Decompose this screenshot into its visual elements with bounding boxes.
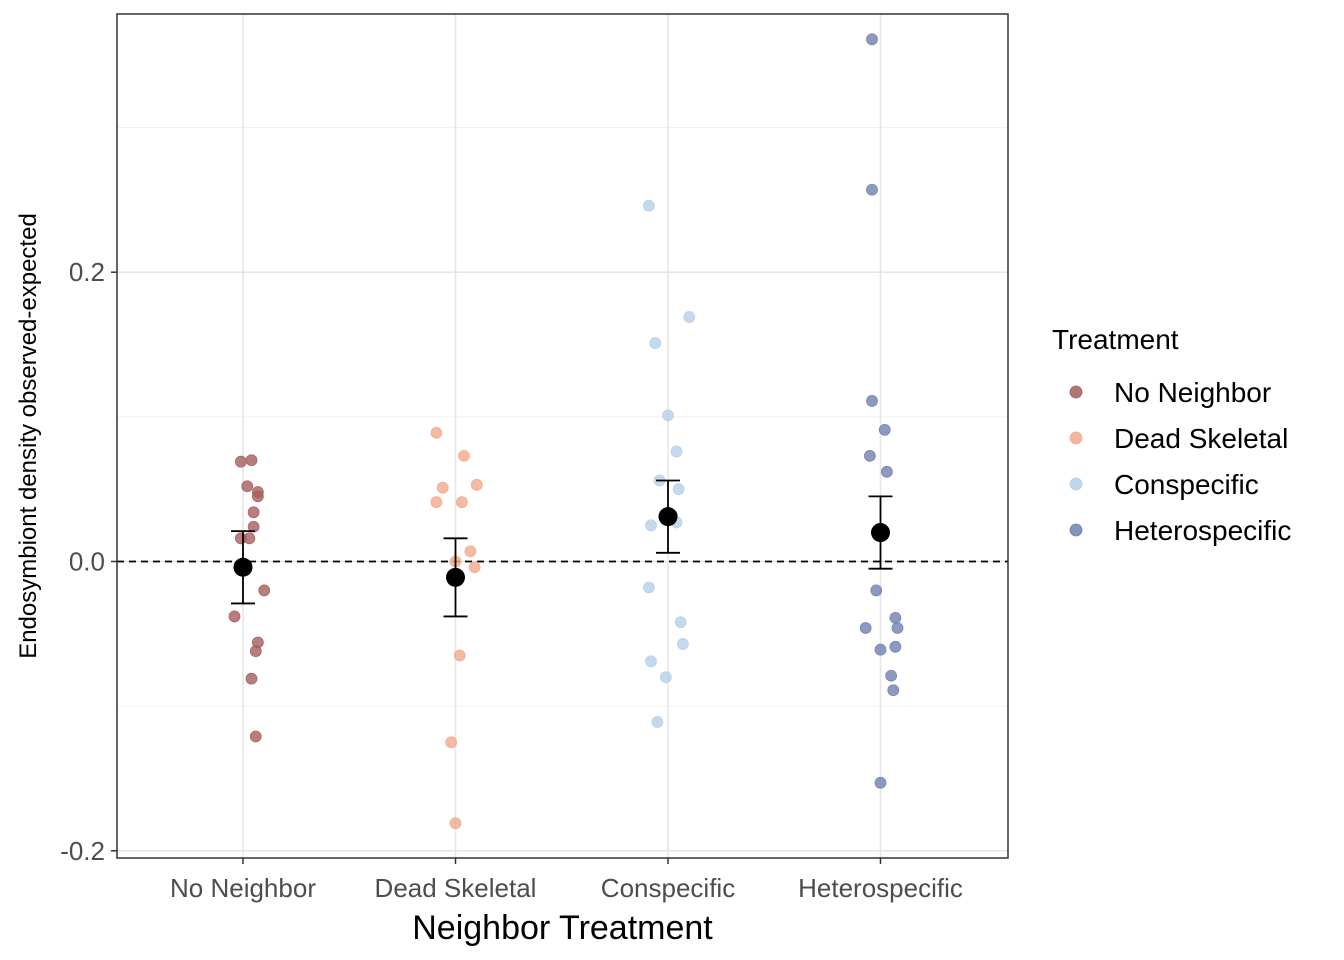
data-point: [228, 610, 241, 623]
data-point: [458, 449, 470, 462]
data-point: [642, 581, 655, 594]
y-tick-label: 0.0: [69, 546, 105, 576]
data-point: [662, 409, 674, 422]
data-point: [891, 622, 904, 634]
data-point: [243, 532, 256, 545]
y-tick-label: -0.2: [60, 836, 105, 866]
data-point: [258, 584, 271, 597]
data-point: [642, 199, 655, 212]
data-point: [672, 483, 685, 496]
data-point: [430, 426, 443, 439]
legend-key: [1069, 523, 1083, 537]
data-point: [449, 817, 462, 830]
data-point: [245, 672, 258, 685]
data-point: [674, 616, 687, 629]
x-tick-label: Heterospecific: [798, 873, 963, 903]
mean-point: [233, 557, 253, 577]
data-point: [874, 643, 887, 656]
data-point: [659, 671, 672, 684]
data-point: [870, 584, 883, 597]
data-point: [676, 638, 689, 650]
y-axis: -0.2 0.0 0.2: [60, 257, 117, 866]
panel-border: [116, 13, 1009, 859]
data-point: [651, 716, 664, 728]
data-point: [464, 545, 477, 558]
data-point: [889, 640, 902, 653]
data-point: [859, 622, 872, 634]
data-point: [889, 611, 902, 624]
data-point: [455, 496, 468, 509]
data-point: [880, 465, 893, 478]
legend-key: [1069, 477, 1083, 491]
data-point: [887, 684, 900, 697]
y-axis-title: Endosymbiont density observed-expected: [15, 213, 42, 659]
legend-title: Treatment: [1052, 324, 1179, 355]
data-point: [683, 311, 696, 323]
legend-key: [1069, 385, 1083, 399]
summary-points: [231, 479, 893, 618]
data-point: [249, 730, 262, 743]
data-point: [247, 520, 260, 533]
data-point: [874, 776, 887, 789]
legend: Treatment No Neighbor Dead Skeletal Conspe…: [1052, 324, 1291, 546]
mean-point: [871, 523, 890, 543]
data-point: [866, 395, 878, 407]
x-axis-title: Neighbor Treatment: [412, 909, 713, 947]
data-point: [249, 645, 262, 658]
x-axis: No Neighbor Dead Skeletal Conspecific Heter…: [170, 858, 963, 903]
data-point: [470, 478, 483, 491]
data-point: [863, 449, 876, 462]
grid-major: [117, 14, 1008, 858]
data-point: [468, 561, 481, 574]
x-tick-label: Dead Skeletal: [375, 873, 537, 903]
data-point: [878, 423, 891, 436]
data-point: [430, 496, 443, 509]
data-point: [645, 655, 657, 668]
grid-minor: [117, 127, 1008, 707]
x-tick-label: No Neighbor: [170, 873, 316, 903]
data-point: [645, 519, 657, 532]
legend-key: [1069, 431, 1083, 445]
data-point: [453, 649, 466, 662]
legend-label: Heterospecific: [1114, 515, 1291, 546]
mean-point: [658, 507, 678, 527]
data-point: [649, 337, 662, 349]
data-point: [251, 490, 264, 503]
mean-point: [446, 567, 465, 587]
data-point: [670, 445, 683, 458]
x-tick-label: Conspecific: [601, 873, 735, 903]
data-point: [866, 33, 878, 46]
data-point: [234, 455, 247, 468]
data-point: [885, 669, 898, 682]
legend-label: Dead Skeletal: [1114, 423, 1288, 454]
data-point: [445, 736, 458, 749]
data-point: [866, 183, 878, 196]
data-point: [436, 481, 449, 494]
legend-label: No Neighbor: [1114, 377, 1271, 408]
data-point: [241, 480, 254, 493]
legend-label: Conspecific: [1114, 469, 1259, 500]
y-tick-label: 0.2: [69, 257, 105, 287]
data-point: [247, 506, 260, 519]
data-point: [245, 454, 258, 467]
